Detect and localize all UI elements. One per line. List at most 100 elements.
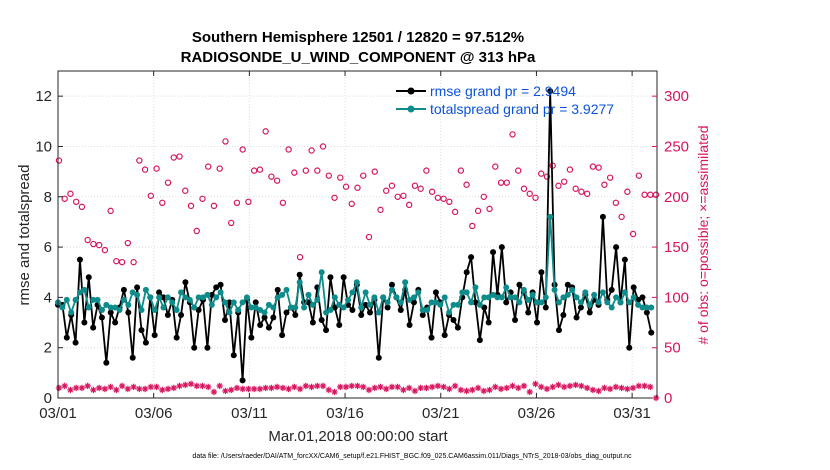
totalspread-point [147,294,154,301]
obs-assimilated-point [578,382,585,390]
asterisk-stroke [262,385,269,391]
totalspread-point [450,301,457,308]
asterisk-stroke [515,385,521,391]
asterisk-stroke [555,382,562,388]
rmse-point [621,256,628,263]
totalspread-point [59,304,66,311]
y-axis-label: rmse and totalspread [16,165,33,306]
asterisk-stroke [618,385,625,391]
obs-possible-point [55,157,63,164]
totalspread-point [151,306,158,313]
y-tick-label: 2 [44,340,52,357]
rmse-point [490,249,497,256]
x-tick-label: 03/06 [135,405,173,422]
asterisk-stroke [182,382,188,388]
obs-possible-point [216,165,223,172]
totalspread-point [384,299,391,306]
asterisk-stroke [228,387,234,393]
obs-assimilated-point [417,384,424,392]
obs-assimilated-point [624,385,631,393]
asterisk-stroke [463,388,470,394]
obs-possible-point [457,167,465,174]
obs-possible-point [624,188,631,195]
asterisk-stroke [148,384,154,390]
totalspread-point [371,294,378,301]
obs-possible-point [371,168,378,175]
totalspread-point [68,309,75,316]
asterisk-stroke [624,386,631,392]
obs-assimilated-point [136,385,143,393]
totalspread-point [428,299,435,306]
rmse-point [358,311,365,318]
y-right-tick-label: 150 [664,239,689,256]
totalspread-point [94,296,101,303]
rmse-point [213,284,220,291]
asterisk-stroke [498,386,504,392]
totalspread-point [520,286,527,293]
obs-possible-point [147,192,155,199]
totalspread-point [257,306,264,313]
obs-assimilated-point [377,383,384,391]
totalspread-point [516,299,523,306]
asterisk-stroke [280,385,286,391]
totalspread-point [569,286,576,293]
asterisk-stroke [440,384,447,390]
asterisk-stroke [475,385,481,391]
totalspread-point [243,294,250,301]
totalspread-point [309,301,316,308]
obs-assimilated-point [107,383,114,391]
rmse-point [397,306,404,313]
obs-possible-point [95,241,103,249]
obs-possible-point [342,183,350,190]
rmse-point [481,304,488,311]
totalspread-point [626,299,633,306]
asterisk-stroke [205,384,211,390]
rmse-point [261,314,268,321]
asterisk-stroke [538,384,544,390]
asterisk-stroke [360,384,366,390]
asterisk-stroke [234,385,240,391]
asterisk-stroke [102,386,108,392]
obs-possible-point [612,199,620,207]
obs-assimilated-point [532,380,539,388]
totalspread-point [463,289,470,296]
x-tick-label: 03/31 [613,405,651,422]
rmse-point [239,377,246,384]
asterisk-stroke [630,385,636,391]
totalspread-point [173,306,180,313]
obs-possible-point [164,179,172,186]
asterisk-stroke [521,383,527,389]
obs-possible-point [572,185,579,192]
rmse-point [476,337,483,344]
y-tick-label: 6 [44,239,52,256]
totalspread-point [507,294,514,301]
obs-possible-point [555,182,562,189]
obs-assimilated-point [113,386,120,394]
obs-assimilated-point [394,383,401,391]
y-right-tick-label: 300 [664,88,689,105]
obs-assimilated-point [572,381,579,389]
obs-assimilated-point [331,388,338,396]
asterisk-stroke [573,382,579,388]
asterisk-stroke [509,383,516,389]
totalspread-point [595,299,602,306]
asterisk-stroke [171,385,177,391]
asterisk-stroke [125,386,131,392]
totalspread-point [560,294,567,301]
legend: rmse grand pr = 2.9494 totalspread grand… [396,83,614,117]
obs-assimilated-point [526,388,533,396]
totalspread-point [213,294,220,301]
rmse-point [173,334,180,341]
rmse-point [340,274,347,281]
y-right-tick-label: 0 [664,390,672,407]
obs-possible-point [153,165,160,172]
obs-assimilated-point [411,387,419,395]
totalspread-point [160,304,167,311]
asterisk-stroke [446,386,453,392]
obs-possible-point [411,182,419,189]
totalspread-point [274,294,281,301]
rmse-point [485,319,492,326]
totalspread-point [586,301,593,308]
obs-assimilated-point [354,382,361,390]
rmse-point [81,319,88,326]
